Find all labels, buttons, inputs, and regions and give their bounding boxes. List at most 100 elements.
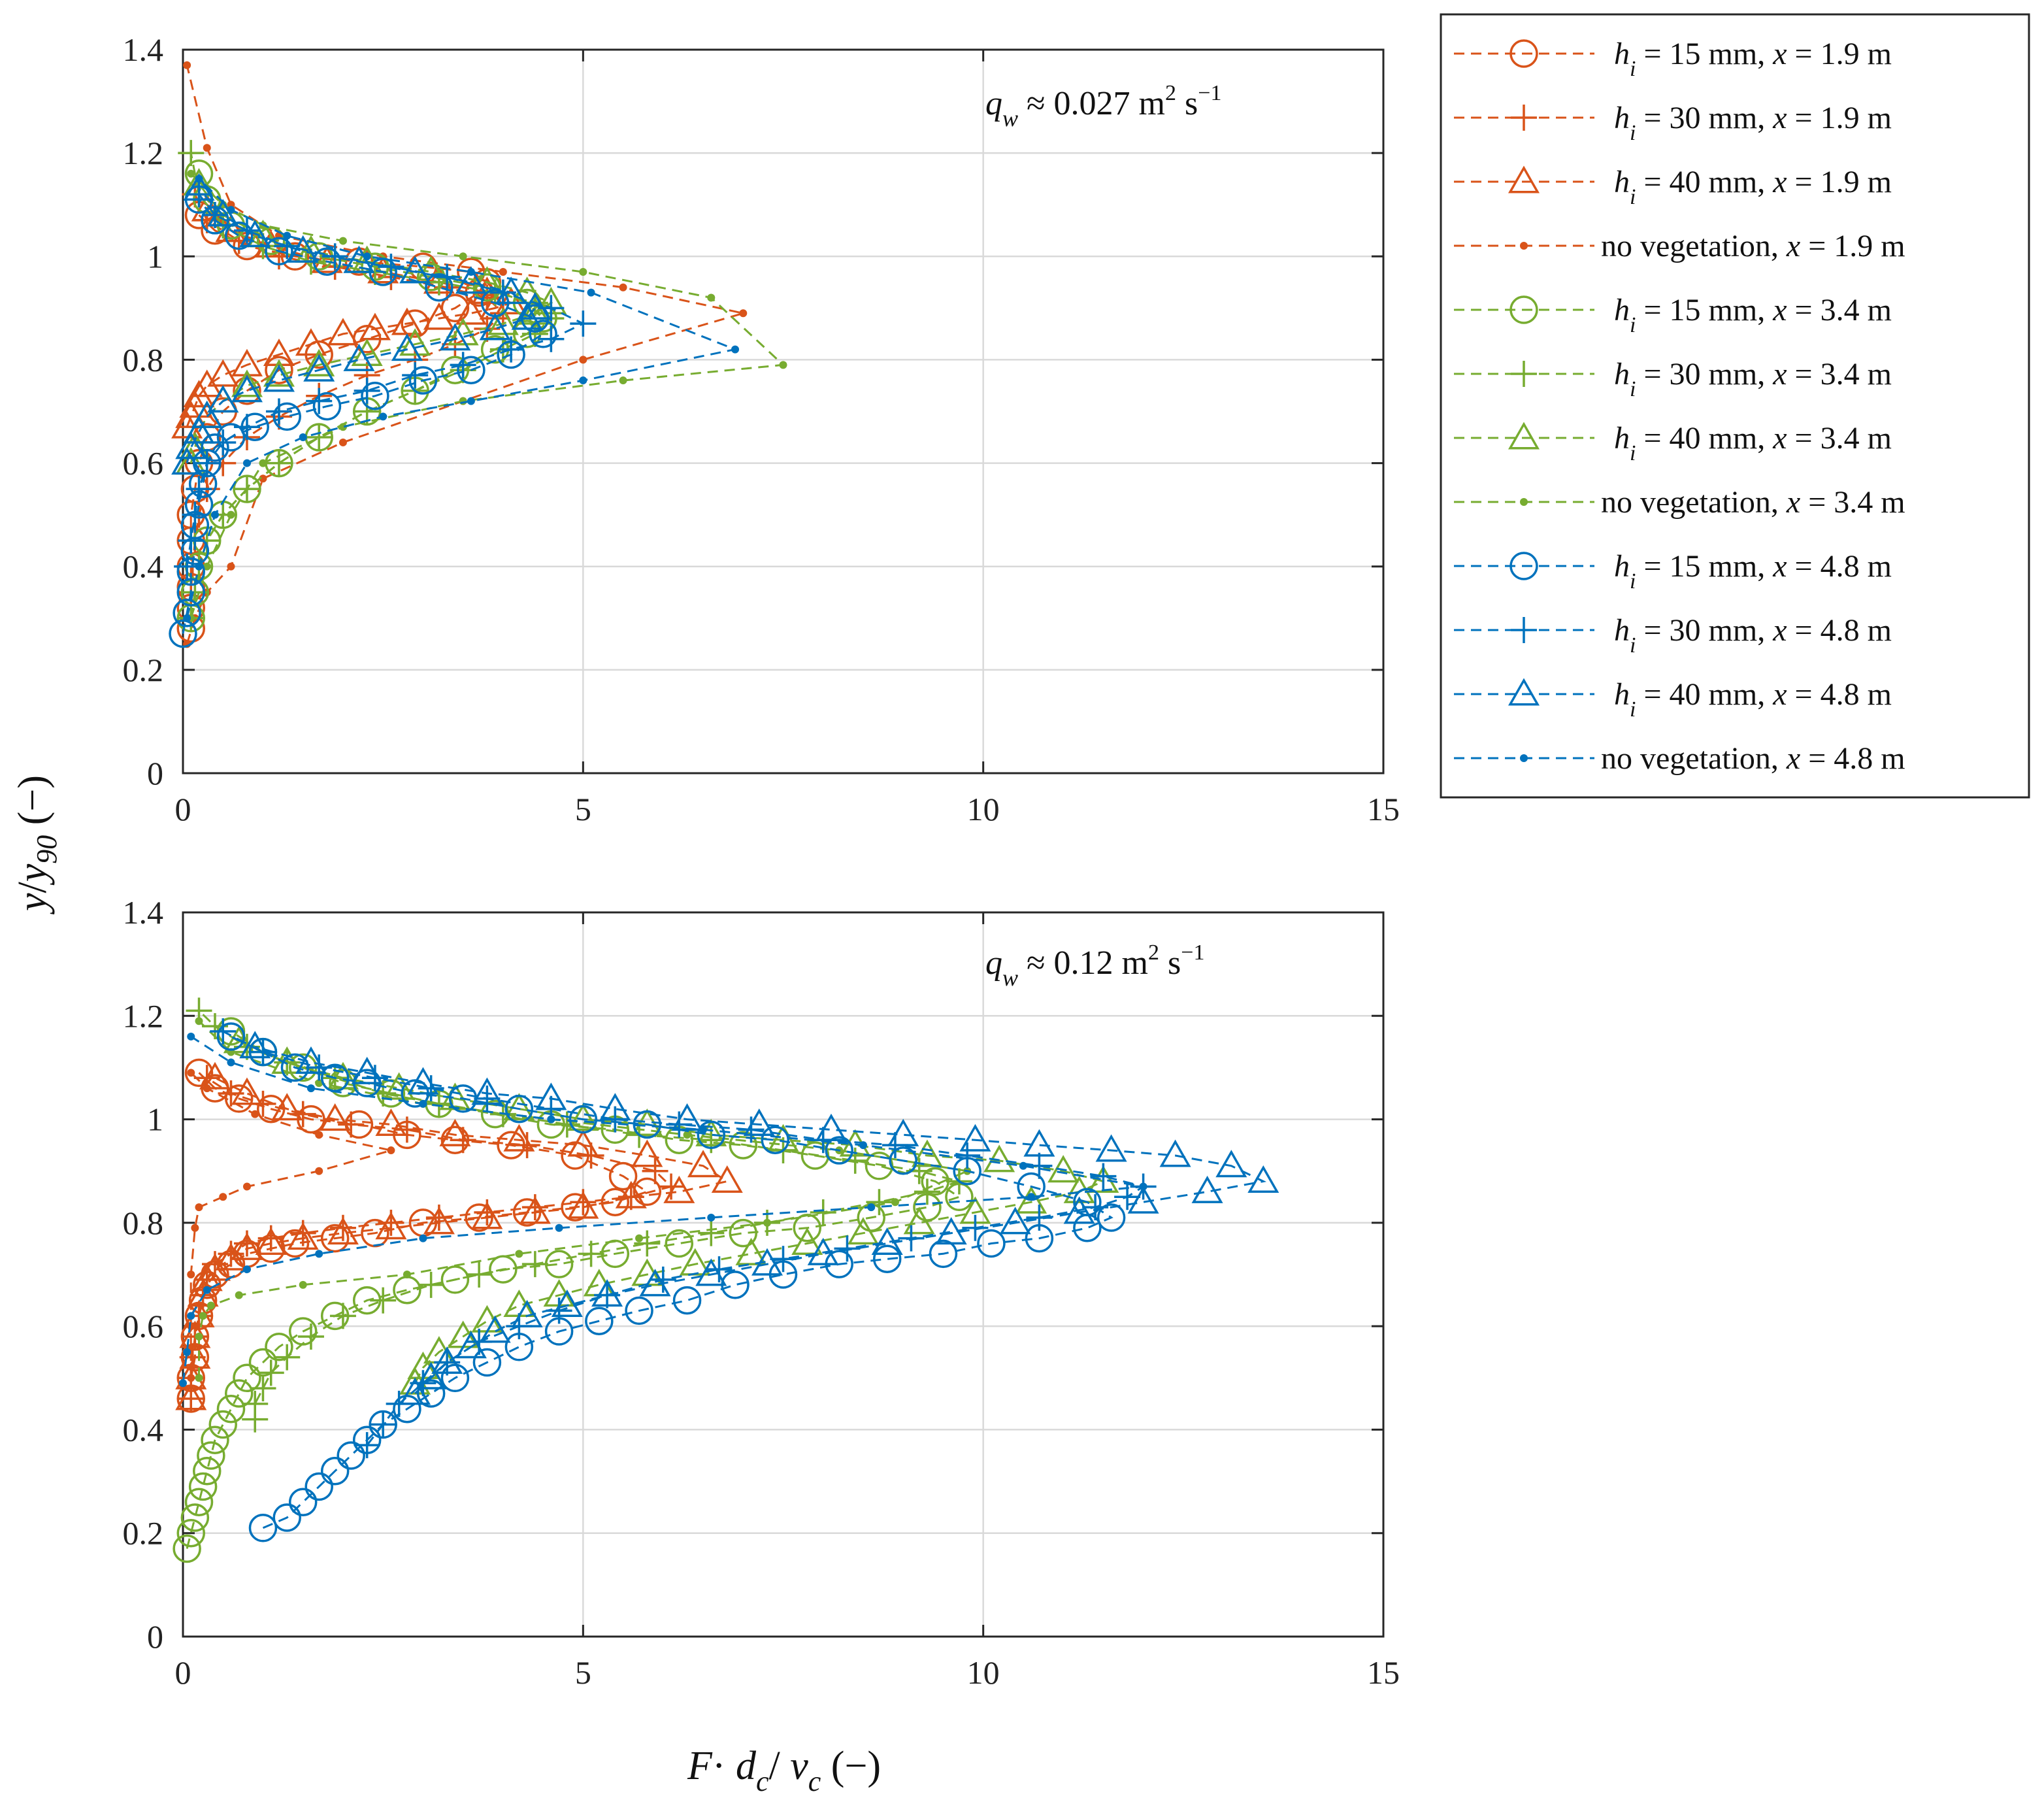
data-point	[312, 391, 342, 421]
data-point	[471, 1201, 503, 1229]
data-point	[210, 1018, 237, 1045]
legend-entry: hi = 15 mm, x = 4.8 m	[1454, 549, 1892, 593]
data-point	[731, 345, 740, 354]
data-point	[191, 1224, 199, 1232]
data-point	[431, 1346, 463, 1374]
data-point	[929, 1239, 958, 1269]
top-plot-area	[182, 48, 1385, 774]
data-point	[911, 1139, 943, 1167]
data-point	[495, 276, 527, 305]
legend-label: hi = 30 mm, x = 1.9 m	[1614, 101, 1892, 145]
data-point	[423, 302, 455, 330]
data-point	[399, 256, 431, 284]
y-tick-label: 0.8	[123, 1205, 164, 1241]
data-point	[183, 416, 215, 444]
data-point	[231, 1077, 263, 1105]
data-point	[847, 1217, 879, 1245]
data-point	[235, 1291, 243, 1299]
data-point	[315, 1250, 323, 1258]
data-point	[183, 614, 191, 622]
data-point	[223, 1025, 255, 1054]
series-circle-8	[169, 185, 557, 648]
data-point	[195, 175, 203, 183]
data-point	[231, 375, 263, 403]
data-point	[187, 169, 195, 178]
data-point	[1096, 1203, 1126, 1232]
data-point	[601, 1188, 630, 1216]
series-triangle-2	[175, 1061, 743, 1410]
data-point	[519, 1196, 551, 1224]
data-point	[343, 343, 375, 371]
data-point	[663, 1175, 695, 1203]
data-point	[867, 1203, 876, 1212]
data-point	[699, 1125, 708, 1134]
legend-marker	[1511, 361, 1537, 387]
data-point	[807, 1237, 839, 1265]
data-point	[197, 1441, 225, 1470]
data-point	[210, 429, 237, 456]
data-point	[399, 1377, 431, 1405]
legend-marker	[1520, 754, 1528, 762]
data-point	[259, 475, 267, 483]
legend-entry: hi = 15 mm, x = 3.4 m	[1454, 293, 1892, 337]
data-point	[306, 388, 333, 414]
data-point	[354, 377, 380, 404]
data-point	[615, 1180, 647, 1208]
data-point	[239, 220, 271, 248]
data-point	[242, 1265, 251, 1274]
data-point	[519, 291, 551, 320]
x-tick-label: 0	[175, 791, 191, 827]
data-point	[439, 1118, 471, 1146]
data-point	[585, 1307, 614, 1335]
x-tick-label: 15	[1367, 791, 1400, 827]
data-point	[1023, 1129, 1055, 1157]
data-point	[183, 1348, 191, 1356]
data-point	[467, 268, 475, 276]
data-point	[263, 359, 295, 387]
data-point	[175, 1382, 207, 1410]
data-point	[224, 1379, 254, 1408]
data-point	[203, 562, 211, 571]
data-point	[672, 1286, 702, 1315]
data-point	[1191, 1175, 1223, 1203]
series-line	[186, 193, 585, 567]
data-point	[175, 431, 207, 459]
legend-entry: hi = 30 mm, x = 1.9 m	[1454, 101, 1892, 145]
data-point	[203, 1286, 211, 1294]
x-tick-label: 10	[967, 791, 1000, 827]
legend-label: hi = 40 mm, x = 1.9 m	[1614, 165, 1892, 209]
data-point	[191, 369, 223, 397]
data-point	[187, 1374, 195, 1382]
data-point	[265, 450, 292, 476]
data-point	[866, 1189, 893, 1216]
data-point	[474, 1085, 501, 1112]
data-point	[272, 402, 301, 431]
data-point	[935, 1217, 967, 1245]
data-point	[265, 398, 292, 425]
data-point	[569, 1105, 598, 1134]
data-point	[479, 312, 511, 341]
data-point	[227, 510, 235, 519]
data-point	[338, 438, 347, 446]
data-point	[271, 1093, 303, 1121]
data-point	[1095, 1134, 1127, 1162]
data-point	[515, 1250, 523, 1258]
data-point	[306, 1084, 315, 1093]
data-point	[219, 1193, 227, 1201]
data-point	[203, 1084, 211, 1093]
data-point	[338, 423, 347, 431]
data-point	[207, 385, 239, 413]
data-point	[182, 501, 208, 528]
data-point	[625, 1296, 653, 1325]
data-point	[547, 1115, 555, 1124]
y-tick-label: 0.2	[123, 1515, 164, 1552]
data-point	[695, 1258, 727, 1286]
data-point	[216, 423, 246, 452]
data-point	[303, 348, 335, 376]
data-point	[634, 1230, 661, 1257]
data-point	[521, 1251, 548, 1278]
y-tick-label: 1.2	[123, 997, 164, 1034]
data-point	[175, 400, 207, 428]
data-point	[206, 1301, 215, 1310]
y-tick-label: 0.4	[123, 1411, 164, 1448]
